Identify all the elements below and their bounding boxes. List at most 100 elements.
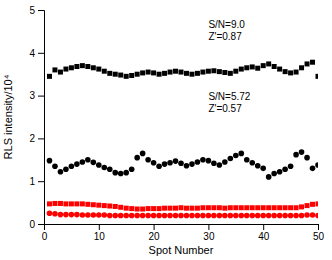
- square-point: [222, 70, 227, 75]
- axis-line: [45, 225, 319, 231]
- dot-point: [288, 163, 294, 169]
- plot: 01020304050012345S/N=9.0Z'=0.87S/N=5.72Z…: [29, 5, 324, 242]
- square-point: [305, 61, 310, 66]
- annotation: S/N=9.0Z'=0.87: [208, 19, 245, 42]
- square-point: [157, 206, 162, 211]
- tick-mark: [318, 224, 319, 230]
- square-point: [135, 207, 140, 212]
- square-point: [85, 202, 90, 207]
- dot-point: [173, 158, 179, 164]
- square-point: [228, 71, 233, 76]
- tick-label: 10: [94, 231, 106, 242]
- tick-label: 0: [42, 231, 48, 242]
- square-point: [195, 206, 200, 211]
- square-point: [58, 201, 63, 206]
- square-point: [305, 203, 310, 208]
- dot-point: [277, 213, 283, 219]
- dot-point: [200, 213, 206, 219]
- dot-point: [156, 163, 162, 169]
- square-point: [195, 71, 200, 76]
- dot-point: [85, 157, 91, 163]
- tick: 1: [29, 176, 44, 187]
- square-point: [91, 65, 96, 70]
- square-point: [206, 205, 211, 210]
- dot-point: [145, 213, 151, 219]
- dot-point: [206, 213, 212, 219]
- square-point: [250, 64, 255, 69]
- square-point: [228, 205, 233, 210]
- square-point: [74, 64, 79, 69]
- square-point: [140, 207, 145, 212]
- dot-point: [96, 162, 102, 168]
- chart: 01020304050012345S/N=9.0Z'=0.87S/N=5.72Z…: [0, 0, 332, 260]
- square-point: [173, 206, 178, 211]
- square-point: [162, 71, 167, 76]
- tick: 2: [29, 133, 44, 144]
- dot-point: [244, 157, 250, 163]
- tick: 3: [29, 90, 44, 101]
- dot-point: [63, 166, 69, 172]
- square-point: [162, 206, 167, 211]
- dot-point: [167, 213, 173, 219]
- square-point: [52, 67, 57, 72]
- square-point: [173, 69, 178, 74]
- dot-point: [211, 213, 217, 219]
- dot-point: [189, 213, 195, 219]
- tick-mark: [38, 138, 44, 139]
- square-point: [250, 205, 255, 210]
- tick: 10: [94, 224, 106, 242]
- dot-point: [69, 212, 75, 218]
- square-point: [239, 205, 244, 210]
- square-point: [316, 74, 319, 79]
- square-point: [283, 69, 288, 74]
- dot-point: [151, 160, 157, 166]
- dot-point: [299, 213, 305, 219]
- tick-mark: [263, 224, 264, 230]
- annotation: S/N=5.72Z'=0.57: [208, 91, 250, 114]
- square-point: [146, 70, 151, 75]
- dot-point: [249, 160, 255, 166]
- dot-point: [134, 213, 140, 219]
- axis-line: [38, 11, 45, 225]
- tick-mark: [38, 96, 44, 97]
- dot-point: [145, 157, 151, 163]
- dot-point: [293, 152, 299, 158]
- tick: 50: [313, 224, 325, 242]
- tick-label: 2: [29, 133, 35, 144]
- tick: 20: [149, 224, 161, 242]
- dot-point: [96, 212, 102, 218]
- dot-point: [156, 213, 162, 219]
- dot-point: [140, 213, 146, 219]
- dot-point: [222, 159, 228, 165]
- dot-point: [173, 213, 179, 219]
- square-point: [107, 204, 112, 209]
- dot-point: [47, 158, 53, 164]
- dot-point: [260, 213, 266, 219]
- square-point: [255, 66, 260, 71]
- tick-mark: [38, 10, 44, 11]
- square-point: [266, 205, 271, 210]
- square-point: [184, 206, 189, 211]
- dot-point: [310, 166, 316, 172]
- dot-point: [304, 212, 310, 218]
- tick-mark: [154, 224, 155, 230]
- square-point: [217, 69, 222, 74]
- square-point: [233, 205, 238, 210]
- square-point: [146, 206, 151, 211]
- square-point: [310, 202, 315, 207]
- dot-point: [47, 211, 53, 217]
- square-point: [179, 70, 184, 75]
- dot-point: [184, 163, 190, 169]
- dot-point: [293, 213, 299, 219]
- square-point: [200, 205, 205, 210]
- dot-point: [162, 161, 168, 167]
- square-point: [52, 201, 57, 206]
- square-point: [299, 65, 304, 70]
- square-point: [47, 74, 52, 79]
- square-point: [272, 64, 277, 69]
- dot-point: [74, 212, 80, 218]
- dot-point: [101, 212, 107, 218]
- square-point: [255, 205, 260, 210]
- square-point: [294, 205, 299, 210]
- square-point: [124, 74, 129, 79]
